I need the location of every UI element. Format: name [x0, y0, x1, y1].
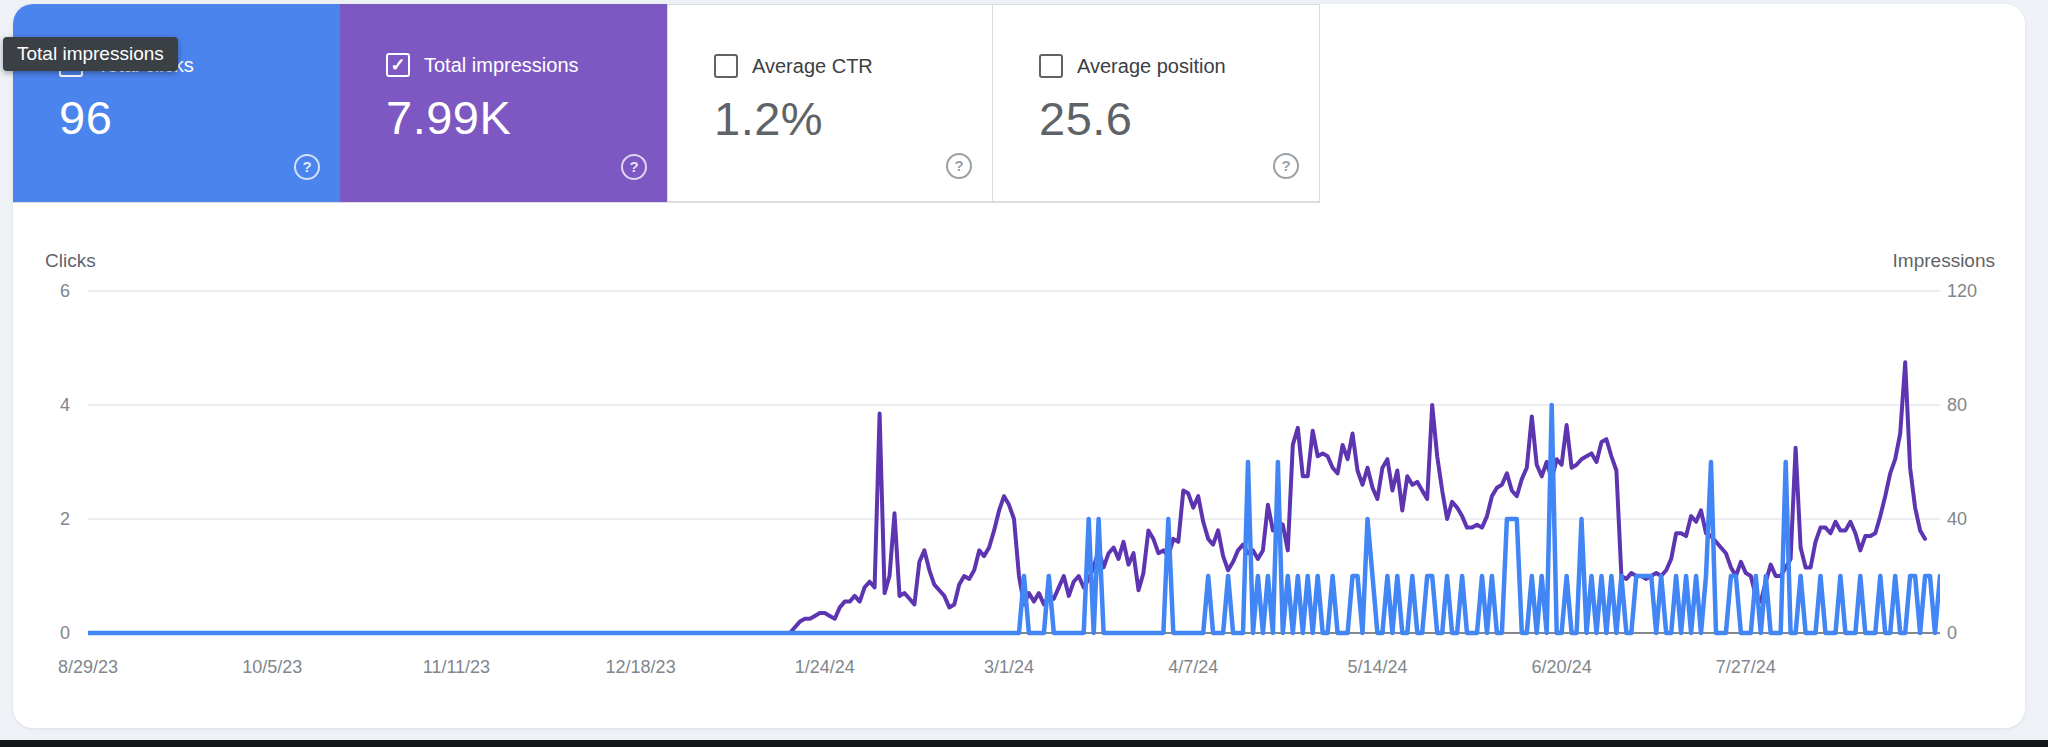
- metric-value: 96: [59, 90, 112, 145]
- help-icon[interactable]: ?: [1273, 153, 1299, 179]
- right-axis-title: Impressions: [1790, 250, 1995, 272]
- tooltip: Total impressions: [3, 37, 178, 71]
- metric-card-total-impressions[interactable]: ✓ Total impressions 7.99K ?: [340, 4, 667, 202]
- x-tick-label: 3/1/24: [984, 657, 1034, 678]
- y-tick-label: 4: [8, 393, 70, 417]
- y-tick-label: 120: [1947, 279, 2017, 303]
- metric-label: Average CTR: [752, 53, 873, 79]
- performance-chart[interactable]: [88, 285, 1940, 639]
- y-tick-label: 40: [1947, 507, 2017, 531]
- metric-card-total-clicks[interactable]: ✓ Total clicks 96 ?: [13, 4, 340, 202]
- y-tick-label: 0: [8, 621, 70, 645]
- x-tick-label: 12/18/23: [606, 657, 676, 678]
- cards-bottom-divider: [13, 202, 1320, 203]
- x-tick-label: 8/29/23: [58, 657, 118, 678]
- x-tick-label: 11/11/23: [423, 657, 490, 678]
- help-icon[interactable]: ?: [621, 154, 647, 180]
- search-console-performance-view: ✓ Total clicks 96 ? ✓ Total impressions …: [0, 0, 2048, 747]
- checkbox-average-position[interactable]: [1039, 54, 1063, 78]
- y-tick-label: 80: [1947, 393, 2017, 417]
- x-tick-label: 6/20/24: [1532, 657, 1592, 678]
- metric-card-average-position[interactable]: Average position 25.6 ?: [992, 4, 1320, 202]
- x-tick-label: 10/5/23: [242, 657, 302, 678]
- x-tick-label: 1/24/24: [795, 657, 855, 678]
- checkbox-total-impressions[interactable]: ✓: [386, 53, 410, 77]
- impressions-line: [88, 362, 1925, 633]
- metric-value: 7.99K: [386, 90, 511, 145]
- metric-label: Total impressions: [424, 52, 579, 78]
- y-tick-label: 0: [1947, 621, 2017, 645]
- window-bottom-edge: [0, 740, 2048, 747]
- left-axis-title: Clicks: [45, 250, 96, 272]
- help-icon[interactable]: ?: [294, 154, 320, 180]
- y-tick-label: 2: [8, 507, 70, 531]
- help-icon[interactable]: ?: [946, 153, 972, 179]
- x-tick-label: 4/7/24: [1168, 657, 1218, 678]
- x-tick-label: 5/14/24: [1347, 657, 1407, 678]
- x-tick-label: 7/27/24: [1716, 657, 1776, 678]
- y-tick-label: 6: [8, 279, 70, 303]
- metric-value: 25.6: [1039, 91, 1132, 146]
- metric-value: 1.2%: [714, 91, 823, 146]
- metric-label: Average position: [1077, 53, 1226, 79]
- metric-card-average-ctr[interactable]: Average CTR 1.2% ?: [667, 4, 993, 202]
- checkbox-average-ctr[interactable]: [714, 54, 738, 78]
